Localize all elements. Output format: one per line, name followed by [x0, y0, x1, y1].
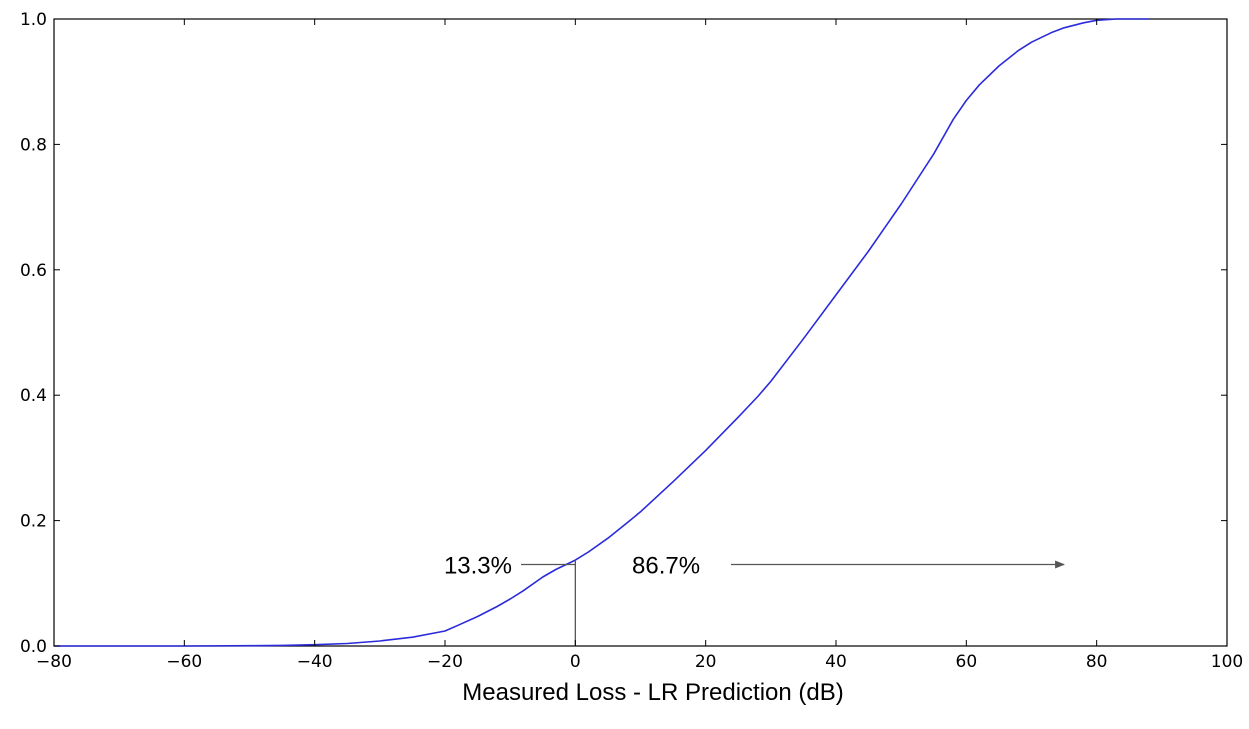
annotation-left-pct: 13.3% — [444, 552, 512, 579]
x-tick-label: 100 — [1211, 652, 1243, 672]
y-tick-label: 0.8 — [20, 135, 47, 155]
y-tick-label: 1.0 — [20, 10, 47, 30]
y-tick-label: 0.6 — [20, 261, 47, 281]
x-tick-label: −60 — [166, 652, 202, 672]
plot-frame — [53, 18, 1228, 647]
annotation-right-pct: 86.7% — [632, 552, 700, 579]
x-axis-label: Measured Loss - LR Prediction (dB) — [462, 679, 844, 706]
x-tick-label: 60 — [956, 652, 978, 672]
x-tick-label: 0 — [570, 652, 581, 672]
cdf-line — [54, 18, 1149, 647]
y-tick-label: 0.0 — [20, 637, 47, 657]
x-tick-label: 20 — [695, 652, 717, 672]
y-tick-label: 0.2 — [20, 512, 47, 532]
x-tick-label: −20 — [427, 652, 463, 672]
x-tick-label: 80 — [1086, 652, 1108, 672]
x-tick-label: 40 — [825, 652, 847, 672]
x-tick-label: −80 — [36, 652, 72, 672]
y-tick-label: 0.4 — [20, 386, 47, 406]
x-tick-label: −40 — [297, 652, 333, 672]
